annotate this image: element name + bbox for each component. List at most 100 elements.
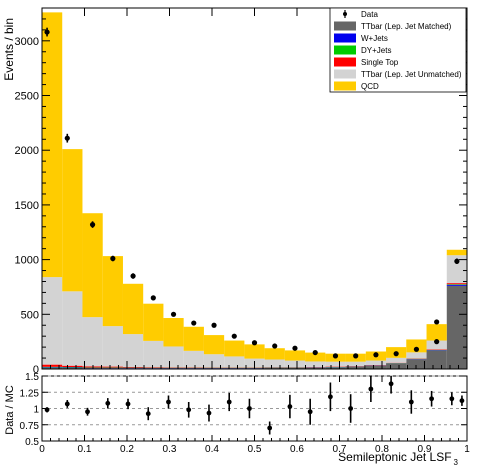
legend-label: Single Top [361, 58, 399, 67]
legend-swatch [334, 82, 356, 91]
ratio-point [389, 381, 394, 386]
legend-label: W+Jets [361, 34, 388, 43]
data-point [373, 352, 378, 357]
legend-label: TTbar (Lep. Jet Matched) [361, 22, 452, 31]
data-point [394, 351, 399, 356]
main-y-tick-label: 1000 [15, 255, 39, 267]
ratio-point [105, 401, 110, 406]
ratio-x-tick-label: 0.3 [163, 444, 177, 455]
ratio-x-tick-label: 0.2 [120, 444, 134, 455]
ratio-y-tick-label: 1.25 [20, 388, 40, 399]
stack-bar [62, 366, 82, 367]
stack-bar [386, 358, 406, 363]
ratio-point [227, 400, 232, 405]
main-y-tick-label: 500 [21, 309, 39, 321]
data-point [353, 353, 358, 358]
stack-bar [163, 346, 183, 367]
ratio-y-tick-label: 1.5 [25, 372, 39, 383]
data-point [333, 353, 338, 358]
ratio-point [65, 402, 70, 407]
ratio-x-tick-label: 0.4 [205, 444, 219, 455]
ratio-point [126, 402, 131, 407]
x-axis-label-subscript: 3 [454, 458, 459, 467]
ratio-point [348, 406, 353, 411]
data-point [191, 320, 196, 325]
data-point [454, 259, 459, 264]
stack-bar [103, 367, 123, 368]
data-point [232, 334, 237, 339]
stack-bar [406, 352, 426, 358]
legend-data-marker [343, 12, 347, 16]
stack-bar [184, 327, 204, 351]
stack-bar [265, 359, 285, 367]
main-y-tick-label: 2000 [15, 145, 39, 157]
ratio-y-axis-label: Data / MC [4, 385, 16, 435]
legend-label: QCD [361, 82, 379, 91]
ratio-point [328, 394, 333, 399]
stack-bar [285, 350, 305, 360]
main-y-tick-label: 3000 [15, 36, 39, 48]
stack-bar [447, 285, 467, 286]
data-point [252, 340, 257, 345]
stack-bar [204, 335, 224, 354]
stack-bar [244, 344, 264, 358]
data-point [313, 350, 318, 355]
stack-bar [447, 250, 467, 255]
stack-bar [184, 351, 204, 367]
stack-bar [143, 304, 163, 341]
stack-bar [427, 349, 447, 350]
data-point [151, 295, 156, 300]
ratio-y-tick-label: 0.75 [20, 421, 40, 432]
stack-bar [123, 334, 143, 367]
stack-bar [123, 284, 143, 334]
data-point [171, 312, 176, 317]
stack-bar [325, 362, 345, 367]
stack-bar [123, 367, 143, 368]
data-point [434, 339, 439, 344]
stack-bar [265, 348, 285, 359]
stack-bar [62, 291, 82, 365]
data-point [434, 319, 439, 324]
ratio-point [146, 411, 151, 416]
ratio-x-tick-label: 0 [39, 444, 45, 455]
stack-bar [447, 284, 467, 285]
ratio-x-tick-label: 0.6 [290, 444, 304, 455]
legend-swatch [334, 70, 356, 79]
ratio-x-tick-label: 0.5 [248, 444, 262, 455]
ratio-y-tick-label: 1 [33, 405, 39, 416]
ratio-point [166, 400, 171, 405]
data-point [90, 222, 95, 227]
stack-bar [346, 362, 366, 366]
legend-label: Data [361, 10, 378, 19]
stack-bar [143, 367, 163, 368]
data-point [292, 346, 297, 351]
data-point [44, 29, 49, 34]
stack-bar [62, 149, 82, 291]
data-point [110, 256, 115, 261]
main-y-tick-label: 1500 [15, 200, 39, 212]
ratio-point [267, 426, 272, 431]
data-point [130, 273, 135, 278]
stack-bar [447, 286, 467, 369]
stack-bar [103, 256, 123, 326]
stack-bar [427, 324, 447, 340]
legend-label: TTbar (Lep. Jet Unmatched) [361, 70, 462, 79]
stack-bar [82, 317, 102, 366]
ratio-point [45, 407, 50, 412]
stack-bar [204, 354, 224, 367]
ratio-point [449, 396, 454, 401]
legend-swatch [334, 58, 356, 67]
stack-bar [143, 341, 163, 367]
x-axis-label-main: Semileptonic Jet LSF [338, 450, 451, 464]
ratio-x-tick-label: 1 [464, 444, 470, 455]
ratio-point [85, 409, 90, 414]
legend-swatch [334, 46, 356, 55]
stack-bar [82, 213, 102, 317]
legend-swatch [334, 22, 356, 31]
ratio-point [247, 406, 252, 411]
legend-swatch [334, 34, 356, 43]
data-point [414, 347, 419, 352]
ratio-point [186, 407, 191, 412]
ratio-point [308, 409, 313, 414]
